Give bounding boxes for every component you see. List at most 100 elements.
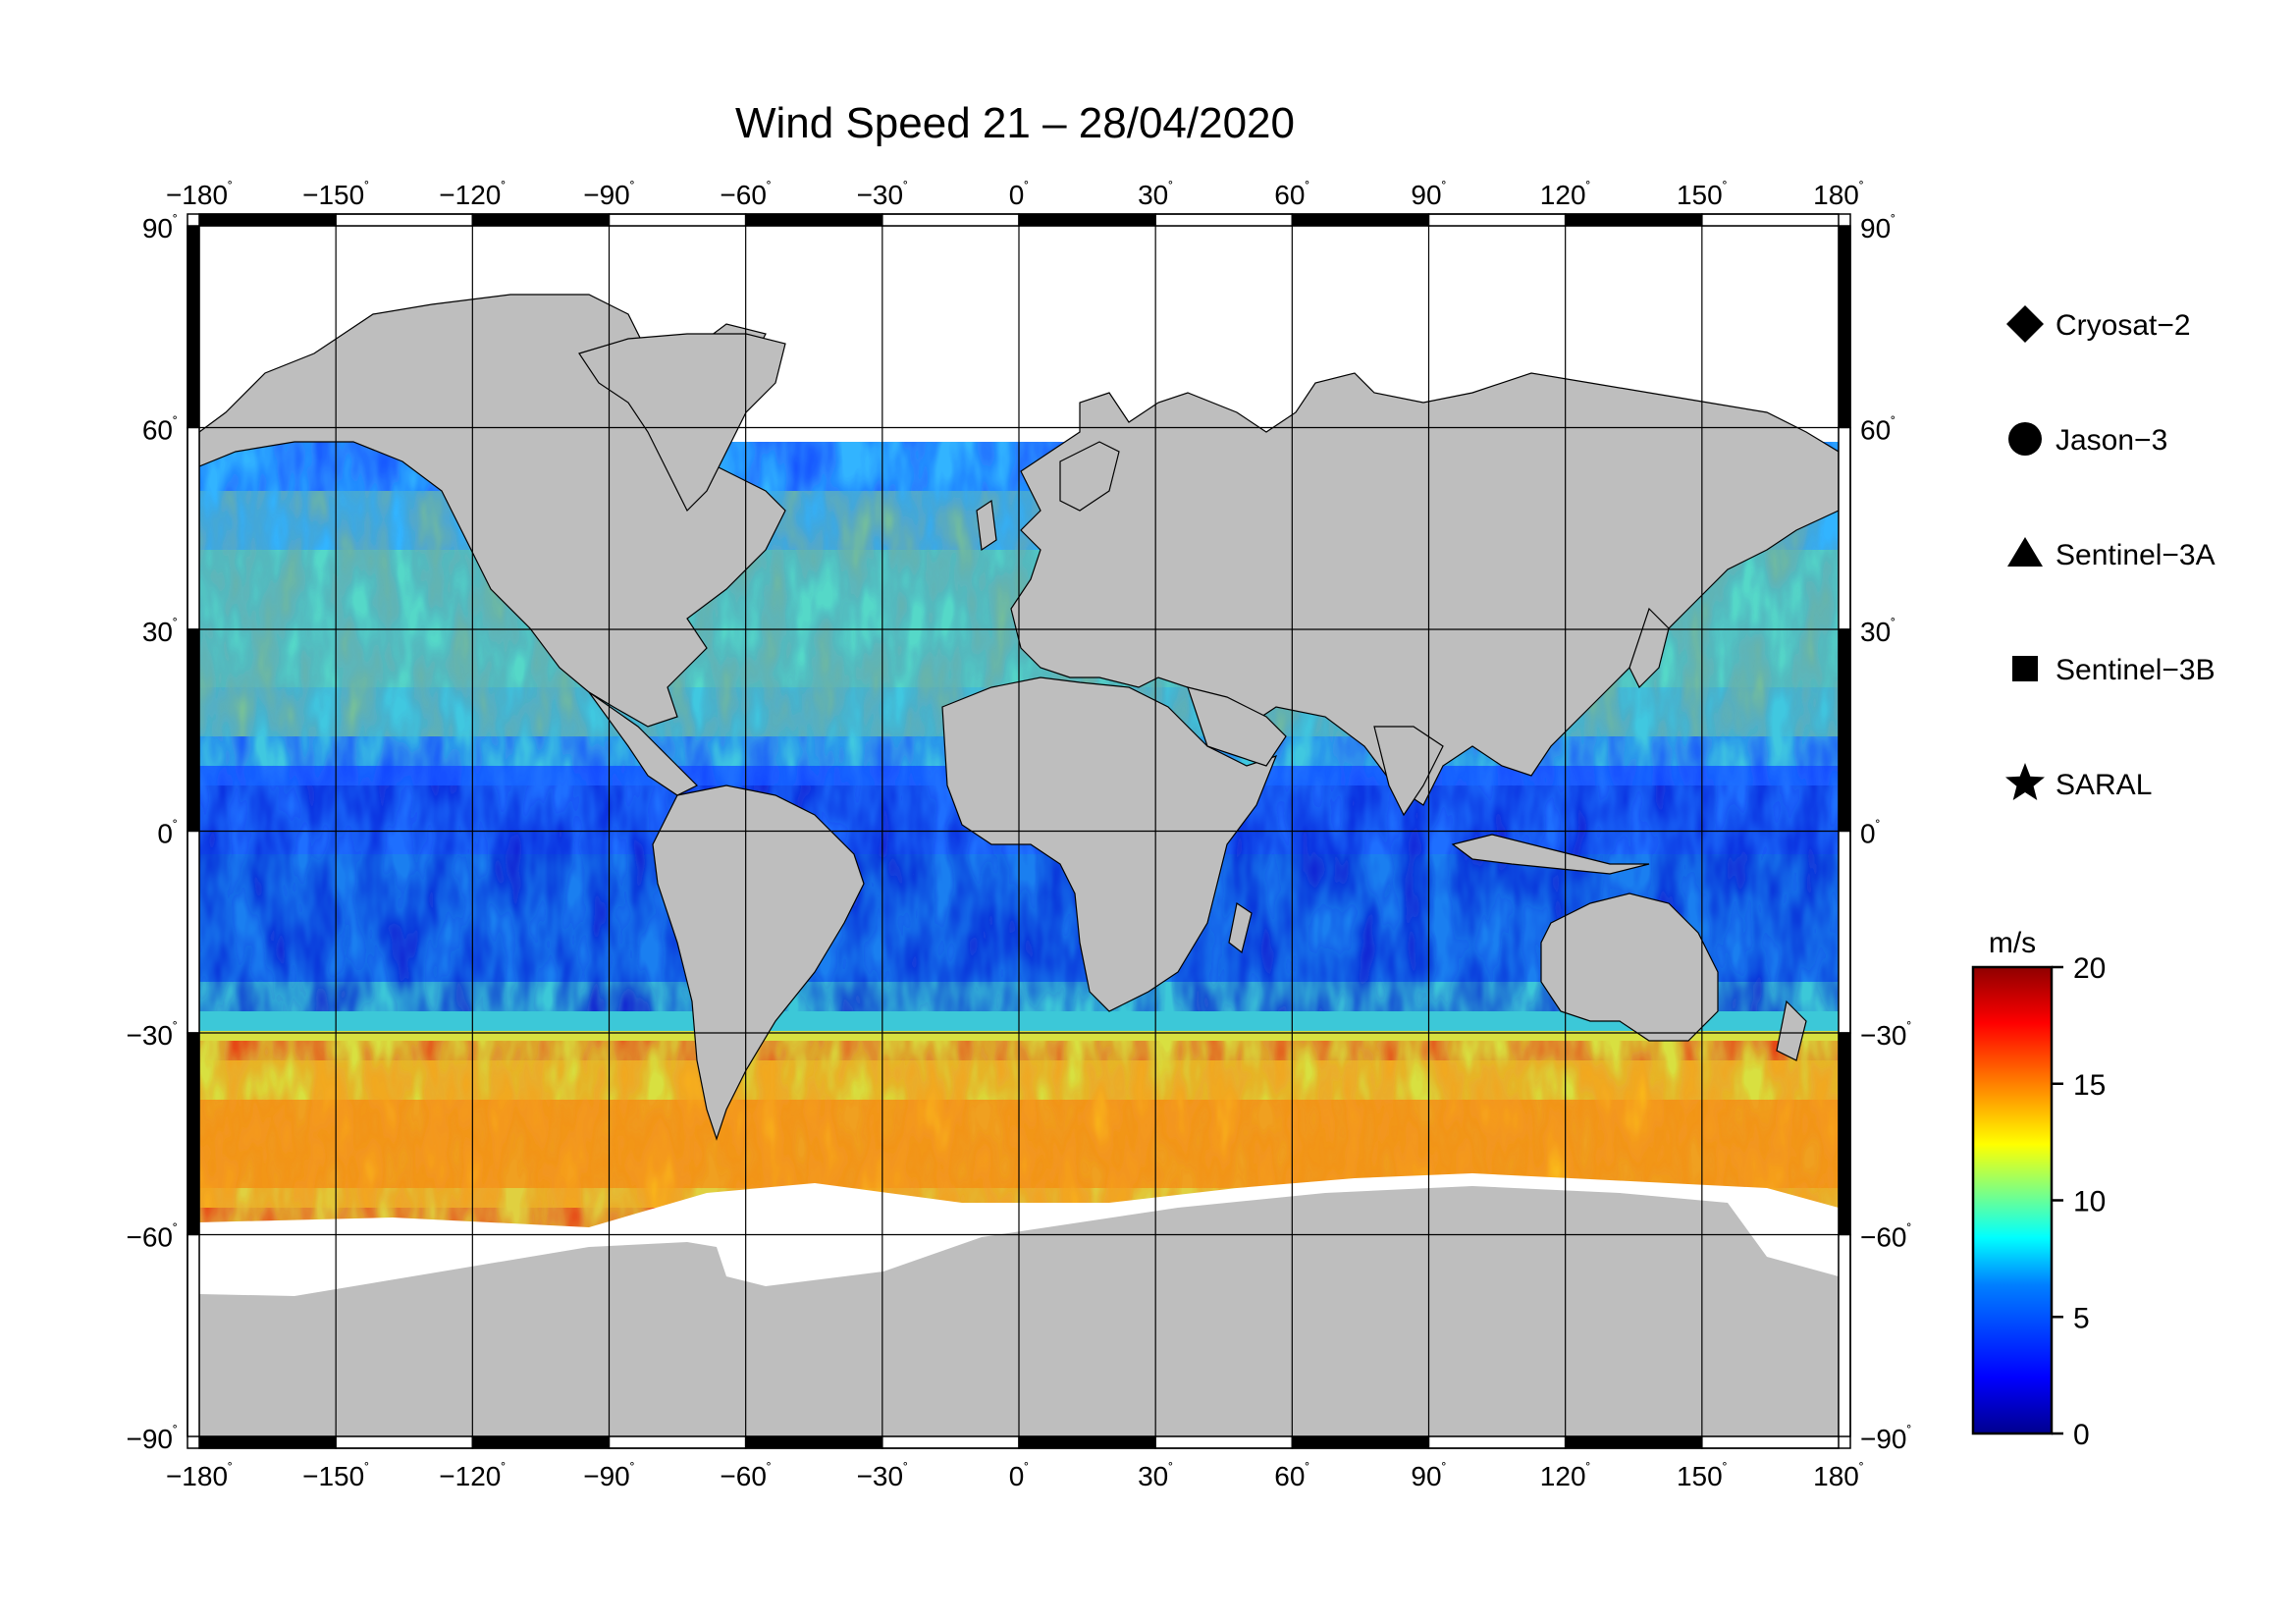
frame-segment — [1154, 1435, 1294, 1449]
lat-tick-label: −30˚ — [1860, 1020, 1912, 1051]
frame-segment — [187, 1233, 200, 1437]
colorbar-tick-label: 0 — [2073, 1419, 2090, 1451]
legend-label: Sentinel−3A — [2056, 539, 2216, 571]
diamond-icon — [2006, 305, 2044, 343]
lat-tick-label: −60˚ — [1860, 1222, 1912, 1253]
degree-symbol: ˚ — [1024, 180, 1029, 196]
degree-symbol: ˚ — [1586, 180, 1591, 196]
frame-segment — [1838, 426, 1851, 630]
frame-segment — [1427, 213, 1567, 227]
degree-symbol: ˚ — [630, 1461, 635, 1478]
new-zealand — [1776, 1000, 1807, 1061]
india — [1373, 726, 1444, 817]
lon-tick-label: −150˚ — [302, 1461, 369, 1491]
legend-label: SARAL — [2056, 769, 2152, 801]
australia — [1540, 893, 1719, 1042]
lon-tick-label: −90˚ — [583, 1461, 635, 1491]
japan — [1629, 607, 1670, 689]
lon-tick-label: 180˚ — [1813, 180, 1864, 210]
frame-segment — [187, 1032, 200, 1236]
map-frame — [187, 213, 1851, 1449]
lat-tick-label: 60˚ — [1860, 415, 1896, 446]
degree-symbol: ˚ — [1305, 1461, 1309, 1478]
greenland — [578, 333, 786, 513]
frame-segment — [881, 1435, 1020, 1449]
lon-tick-label: −180˚ — [166, 1461, 233, 1491]
land-masses — [199, 294, 1839, 1141]
degree-symbol: ˚ — [1859, 180, 1864, 196]
lat-tick-label: 90˚ — [1860, 213, 1896, 243]
frame-segment — [1838, 1233, 1851, 1437]
frame-segment — [187, 225, 200, 429]
madagascar — [1228, 902, 1253, 954]
lon-tick-label: 120˚ — [1540, 180, 1591, 210]
degree-symbol: ˚ — [1876, 819, 1881, 836]
frame-segment — [198, 213, 337, 227]
square-icon — [2012, 656, 2038, 681]
frame-segment — [1564, 213, 1703, 227]
degree-symbol: ˚ — [364, 1461, 369, 1478]
frame-segment — [1701, 213, 1840, 227]
lon-tick-label: 150˚ — [1677, 1461, 1728, 1491]
graticule — [199, 226, 1839, 1436]
frame-segment — [608, 1435, 747, 1449]
degree-symbol: ˚ — [767, 1461, 772, 1478]
frame-segment — [187, 426, 200, 630]
frame-segment — [744, 213, 883, 227]
degree-symbol: ˚ — [1168, 180, 1173, 196]
colorbar-gradient — [1971, 965, 2054, 1435]
lon-tick-label: 60˚ — [1274, 180, 1309, 210]
lon-tick-label: −150˚ — [302, 180, 369, 210]
degree-symbol: ˚ — [173, 1222, 178, 1239]
degree-symbol: ˚ — [903, 1461, 908, 1478]
degree-symbol: ˚ — [501, 180, 506, 196]
frame-segment — [1701, 1435, 1840, 1449]
frame-segment — [187, 628, 200, 833]
degree-symbol: ˚ — [1907, 1424, 1912, 1440]
degree-symbol: ˚ — [903, 180, 908, 196]
map-area — [199, 226, 1839, 1436]
frame-segment — [608, 213, 747, 227]
degree-symbol: ˚ — [767, 180, 772, 196]
lat-tick-label: 30˚ — [142, 617, 178, 647]
frame-segment — [1838, 830, 1851, 1034]
degree-symbol: ˚ — [630, 180, 635, 196]
degree-symbol: ˚ — [1442, 180, 1447, 196]
uk — [976, 499, 997, 552]
degree-symbol: ˚ — [1859, 1461, 1864, 1478]
lat-tick-label: 90˚ — [142, 213, 178, 243]
frame-segment — [187, 830, 200, 1034]
central-america — [588, 691, 699, 796]
frame-segment — [1838, 628, 1851, 833]
lon-tick-label: 90˚ — [1411, 180, 1446, 210]
colorbar: m/s 20 15 10 5 0 — [1971, 927, 2106, 1451]
frame-segment — [198, 1435, 337, 1449]
lon-tick-label: 30˚ — [1138, 1461, 1173, 1491]
frame-segment — [1838, 225, 1851, 429]
frame-segment — [471, 1435, 611, 1449]
africa — [941, 676, 1278, 1012]
circle-icon — [2008, 422, 2042, 456]
frame-segment — [1291, 213, 1430, 227]
degree-symbol: ˚ — [1723, 180, 1728, 196]
lon-tick-label: −120˚ — [439, 1461, 506, 1491]
degree-symbol: ˚ — [501, 1461, 506, 1478]
lon-tick-label: 60˚ — [1274, 1461, 1309, 1491]
frame-segment — [744, 1435, 883, 1449]
lon-tick-label: 0˚ — [1009, 180, 1030, 210]
lon-tick-label: −60˚ — [720, 1461, 772, 1491]
degree-symbol: ˚ — [1723, 1461, 1728, 1478]
lat-tick-label: 30˚ — [1860, 617, 1896, 647]
legend-label: Cryosat−2 — [2056, 309, 2191, 342]
lon-tick-label: −30˚ — [857, 1461, 909, 1491]
lat-tick-label: −30˚ — [127, 1020, 179, 1051]
frame-segment — [335, 1435, 474, 1449]
lon-tick-label: −180˚ — [166, 180, 233, 210]
degree-symbol: ˚ — [173, 1020, 178, 1037]
lat-tick-label: 0˚ — [157, 819, 178, 849]
colorbar-tick-label: 10 — [2073, 1186, 2106, 1218]
degree-symbol: ˚ — [228, 1461, 233, 1478]
degree-symbol: ˚ — [1907, 1222, 1912, 1239]
lon-tick-label: −90˚ — [583, 180, 635, 210]
